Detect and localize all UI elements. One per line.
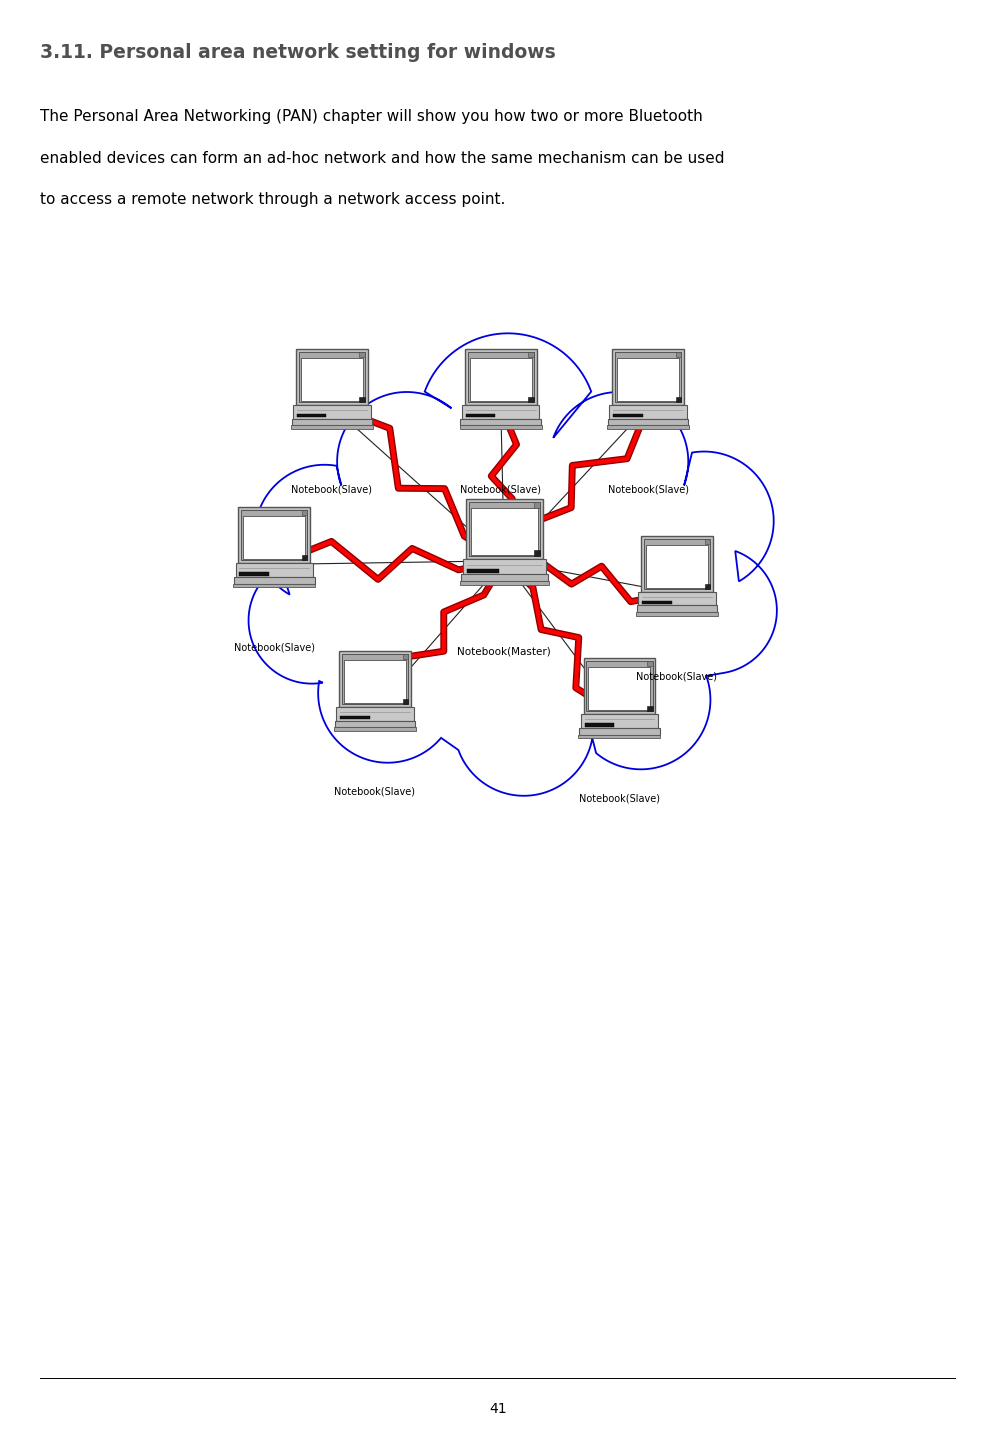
Bar — [241, 510, 308, 561]
Bar — [360, 352, 365, 357]
Bar — [618, 358, 679, 401]
Bar — [243, 516, 306, 559]
Bar — [589, 667, 650, 710]
Bar — [635, 613, 718, 615]
Bar — [638, 592, 716, 605]
Bar — [610, 406, 687, 418]
Bar — [236, 564, 313, 577]
Bar — [460, 418, 541, 426]
Bar — [704, 538, 710, 544]
FancyBboxPatch shape — [641, 536, 713, 592]
Bar — [340, 716, 370, 719]
Bar — [616, 351, 681, 403]
Bar — [233, 584, 316, 587]
Bar — [636, 605, 717, 613]
FancyBboxPatch shape — [238, 508, 310, 564]
Bar — [585, 723, 614, 726]
Bar — [291, 426, 373, 429]
Text: The Personal Area Networking (PAN) chapter will show you how two or more Bluetoo: The Personal Area Networking (PAN) chapt… — [40, 109, 702, 124]
Bar — [529, 397, 534, 403]
Bar — [470, 358, 532, 401]
Bar — [534, 502, 540, 508]
Bar — [462, 406, 540, 418]
Bar — [462, 559, 546, 574]
Bar — [468, 502, 540, 557]
Bar — [466, 414, 495, 417]
FancyBboxPatch shape — [613, 349, 684, 406]
Bar — [467, 569, 499, 572]
Text: 41: 41 — [489, 1402, 507, 1416]
Bar — [614, 414, 642, 417]
Bar — [292, 418, 373, 426]
Bar — [402, 699, 408, 705]
Text: to access a remote network through a network access point.: to access a remote network through a net… — [40, 193, 505, 207]
Text: Notebook(Slave): Notebook(Slave) — [335, 787, 415, 797]
Bar — [608, 418, 688, 426]
Bar — [647, 661, 652, 666]
Bar — [342, 653, 408, 705]
Bar — [581, 715, 658, 728]
Text: Notebook(Slave): Notebook(Slave) — [636, 672, 717, 682]
Bar — [534, 551, 540, 557]
Bar — [647, 706, 652, 712]
Bar — [337, 707, 413, 720]
FancyBboxPatch shape — [584, 659, 655, 715]
Bar — [234, 577, 315, 584]
Bar — [461, 574, 548, 581]
Bar — [360, 397, 365, 403]
Text: Notebook(Master): Notebook(Master) — [457, 646, 551, 656]
Bar — [642, 601, 671, 604]
Bar — [344, 660, 406, 703]
Bar — [302, 555, 308, 561]
FancyBboxPatch shape — [465, 349, 537, 406]
Bar — [579, 735, 660, 738]
Text: enabled devices can form an ad-hoc network and how the same mechanism can be use: enabled devices can form an ad-hoc netwo… — [40, 151, 724, 165]
FancyBboxPatch shape — [296, 349, 368, 406]
Bar — [334, 728, 416, 731]
Bar — [301, 358, 363, 401]
Bar — [587, 661, 652, 712]
Text: Notebook(Slave): Notebook(Slave) — [291, 485, 373, 495]
Bar — [299, 351, 365, 403]
Bar — [676, 352, 681, 357]
Bar — [704, 584, 710, 590]
Bar — [471, 509, 538, 555]
FancyBboxPatch shape — [466, 499, 543, 559]
Bar — [468, 351, 534, 403]
Bar — [460, 581, 549, 585]
Bar — [402, 653, 408, 659]
Text: Notebook(Slave): Notebook(Slave) — [608, 485, 688, 495]
Text: Notebook(Slave): Notebook(Slave) — [234, 643, 315, 653]
Bar — [297, 414, 327, 417]
Bar — [579, 728, 659, 735]
Bar — [460, 426, 542, 429]
FancyBboxPatch shape — [339, 651, 410, 707]
Bar — [239, 572, 269, 575]
Bar — [293, 406, 371, 418]
Bar — [643, 538, 710, 590]
Bar — [302, 510, 308, 515]
Bar — [529, 352, 534, 357]
Text: Notebook(Slave): Notebook(Slave) — [460, 485, 541, 495]
Bar — [645, 545, 708, 588]
Polygon shape — [249, 334, 777, 795]
Text: Notebook(Slave): Notebook(Slave) — [579, 794, 660, 804]
Bar — [608, 426, 689, 429]
Text: 3.11. Personal area network setting for windows: 3.11. Personal area network setting for … — [40, 43, 556, 62]
Bar — [335, 720, 415, 728]
Bar — [676, 397, 681, 403]
